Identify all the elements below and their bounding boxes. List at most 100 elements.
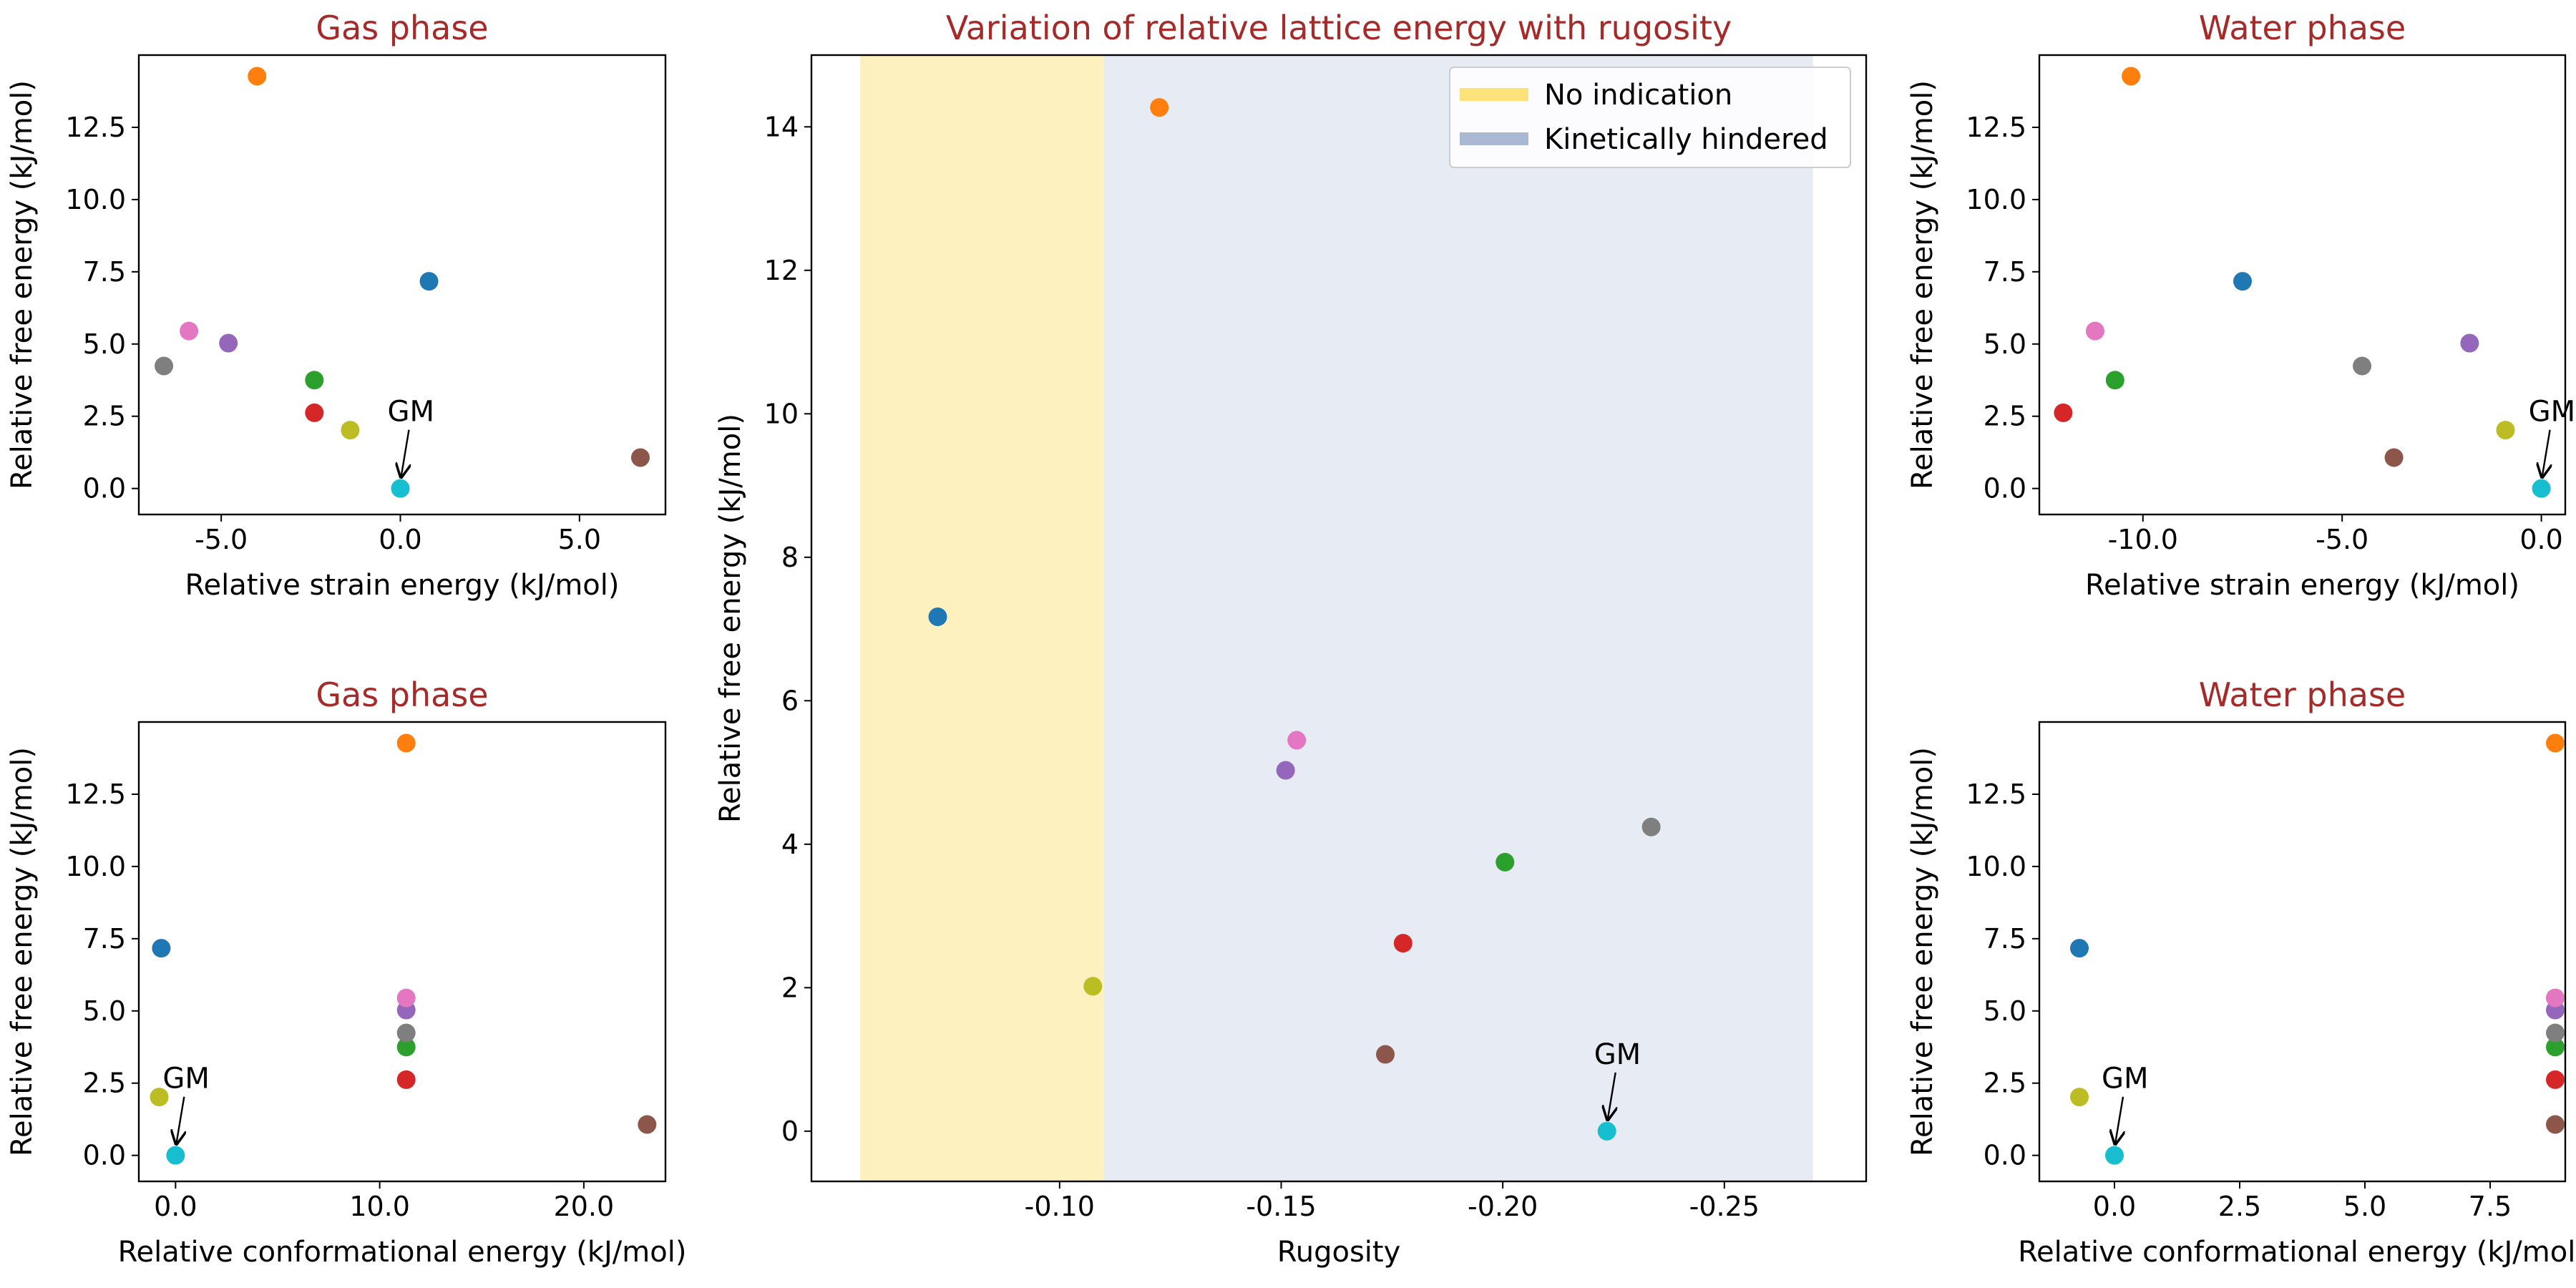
data-point xyxy=(2546,1038,2565,1057)
data-point xyxy=(152,939,171,958)
chart-title: Gas phase xyxy=(316,675,488,714)
legend: No indication Kinetically hindered xyxy=(1449,67,1851,168)
data-point xyxy=(396,1070,416,1089)
gm-arrow xyxy=(176,1096,184,1144)
data-point xyxy=(1083,977,1103,996)
data-point xyxy=(150,1088,169,1107)
y-tick-label: 5.0 xyxy=(1984,995,2026,1027)
data-point xyxy=(2546,733,2565,753)
data-point xyxy=(2546,1115,2565,1134)
x-tick-label: 0.0 xyxy=(2093,1191,2136,1222)
data-point xyxy=(305,403,324,422)
x-tick-label: 20.0 xyxy=(554,1191,615,1222)
data-point xyxy=(2105,371,2124,390)
data-point xyxy=(2105,1146,2124,1165)
y-tick-label: 8 xyxy=(781,542,799,573)
y-axis-label: Relative free energy (kJ/mol) xyxy=(1906,80,1939,489)
x-axis-label: Relative strain energy (kJ/mol) xyxy=(185,569,620,602)
x-tick-label: -0.25 xyxy=(1689,1191,1760,1222)
legend-label: Kinetically hindered xyxy=(1544,123,1828,156)
y-tick-label: 10.0 xyxy=(65,851,126,882)
y-axis-label: Relative free energy (kJ/mol) xyxy=(1906,747,1939,1156)
axes-frame xyxy=(137,721,667,1183)
data-point xyxy=(305,371,324,390)
x-tick-label: 7.5 xyxy=(2469,1191,2512,1222)
data-point xyxy=(396,1038,416,1057)
chart-title: Variation of relative lattice energy wit… xyxy=(946,9,1732,47)
chart-water-strain: -10.0 -5.0 0.0 0.0 2.5 5.0 7.5 10.0 12.5 Water ph… xyxy=(1906,9,2575,602)
y-axis-label: Relative free energy (kJ/mol) xyxy=(714,414,747,823)
chart-title: Gas phase xyxy=(316,9,488,47)
x-tick-label: -0.15 xyxy=(1246,1191,1316,1222)
axes-frame xyxy=(2038,54,2567,516)
data-point xyxy=(2070,1088,2089,1107)
data-point xyxy=(419,272,439,291)
region-no-indication xyxy=(860,55,1104,1181)
y-tick-label: 2.5 xyxy=(1984,401,2026,432)
gm-arrow xyxy=(2542,429,2550,477)
y-axis-label: Relative free energy (kJ/mol) xyxy=(6,747,39,1156)
y-tick-label: 5.0 xyxy=(83,328,126,360)
legend-box xyxy=(1449,67,1851,168)
axes-frame xyxy=(2038,721,2567,1183)
y-tick-label: 0.0 xyxy=(1984,473,2026,504)
y-tick-label: 7.5 xyxy=(83,923,126,955)
data-point xyxy=(2353,356,2372,376)
y-tick-label: 12.5 xyxy=(65,779,126,810)
data-point xyxy=(2070,939,2089,958)
data-point xyxy=(180,321,199,341)
x-tick-label: -5.0 xyxy=(2316,524,2368,555)
data-point xyxy=(2054,403,2073,422)
legend-label: No indication xyxy=(1544,79,1732,112)
data-point xyxy=(2122,67,2141,86)
y-tick-label: 4 xyxy=(781,829,799,860)
panels: -5.0 0.0 5.0 0.0 2.5 5.0 7.5 10.0 12.5 Gas phase R… xyxy=(6,9,2576,1269)
x-tick-label: 5.0 xyxy=(2343,1191,2386,1222)
x-axis-label: Relative conformational energy (kJ/mol) xyxy=(2018,1236,2576,1269)
y-tick-label: 7.5 xyxy=(1984,923,2026,955)
data-point xyxy=(396,1023,416,1043)
y-tick-label: 10.0 xyxy=(1966,851,2026,882)
y-tick-label: 12.5 xyxy=(1966,112,2026,143)
y-tick-label: 14 xyxy=(764,111,799,142)
gm-annotation: GM xyxy=(2102,1063,2149,1096)
y-axis-label: Relative free energy (kJ/mol) xyxy=(6,80,39,489)
data-point xyxy=(219,333,238,353)
data-point xyxy=(2532,479,2551,498)
y-tick-label: 10.0 xyxy=(65,184,126,215)
y-tick-label: 10.0 xyxy=(1966,184,2026,215)
gm-arrow xyxy=(1608,1072,1616,1120)
data-point xyxy=(391,479,410,498)
data-point xyxy=(1597,1121,1616,1141)
y-tick-label: 12 xyxy=(764,255,799,286)
axes-frame xyxy=(810,54,1868,1183)
data-point xyxy=(1376,1045,1395,1064)
chart-gas-conformational: 0.0 10.0 20.0 0.0 2.5 5.0 7.5 10.0 12.5 Gas phase… xyxy=(6,675,686,1269)
x-axis-label: Rugosity xyxy=(1277,1236,1401,1269)
x-tick-label: -5.0 xyxy=(195,524,248,555)
data-point xyxy=(928,607,947,626)
x-tick-label: -0.10 xyxy=(1025,1191,1095,1222)
region-kinetically-hindered xyxy=(1103,55,1813,1181)
gm-annotation: GM xyxy=(1594,1038,1641,1071)
y-tick-label: 12.5 xyxy=(1966,779,2026,810)
y-tick-label: 6 xyxy=(781,685,799,716)
data-point xyxy=(1496,852,1515,872)
y-tick-label: 2 xyxy=(781,972,799,1003)
data-point xyxy=(248,67,267,86)
x-tick-label: 5.0 xyxy=(558,524,601,555)
data-point xyxy=(2085,321,2104,341)
x-tick-label: -10.0 xyxy=(2108,524,2178,555)
x-tick-label: 2.5 xyxy=(2218,1191,2261,1222)
y-tick-label: 2.5 xyxy=(1984,1068,2026,1099)
data-point xyxy=(2460,333,2479,353)
gm-annotation: GM xyxy=(2529,396,2576,429)
data-point xyxy=(396,988,416,1008)
data-point xyxy=(2546,1023,2565,1043)
chart-water-conformational: 0.0 2.5 5.0 7.5 0.0 2.5 5.0 7.5 10.0 12.5 Water ph… xyxy=(1906,675,2576,1269)
y-tick-label: 0.0 xyxy=(1984,1140,2026,1171)
y-tick-label: 10 xyxy=(764,398,799,429)
x-tick-label: -0.20 xyxy=(1468,1191,1538,1222)
data-point xyxy=(396,733,416,753)
data-point xyxy=(166,1146,185,1165)
